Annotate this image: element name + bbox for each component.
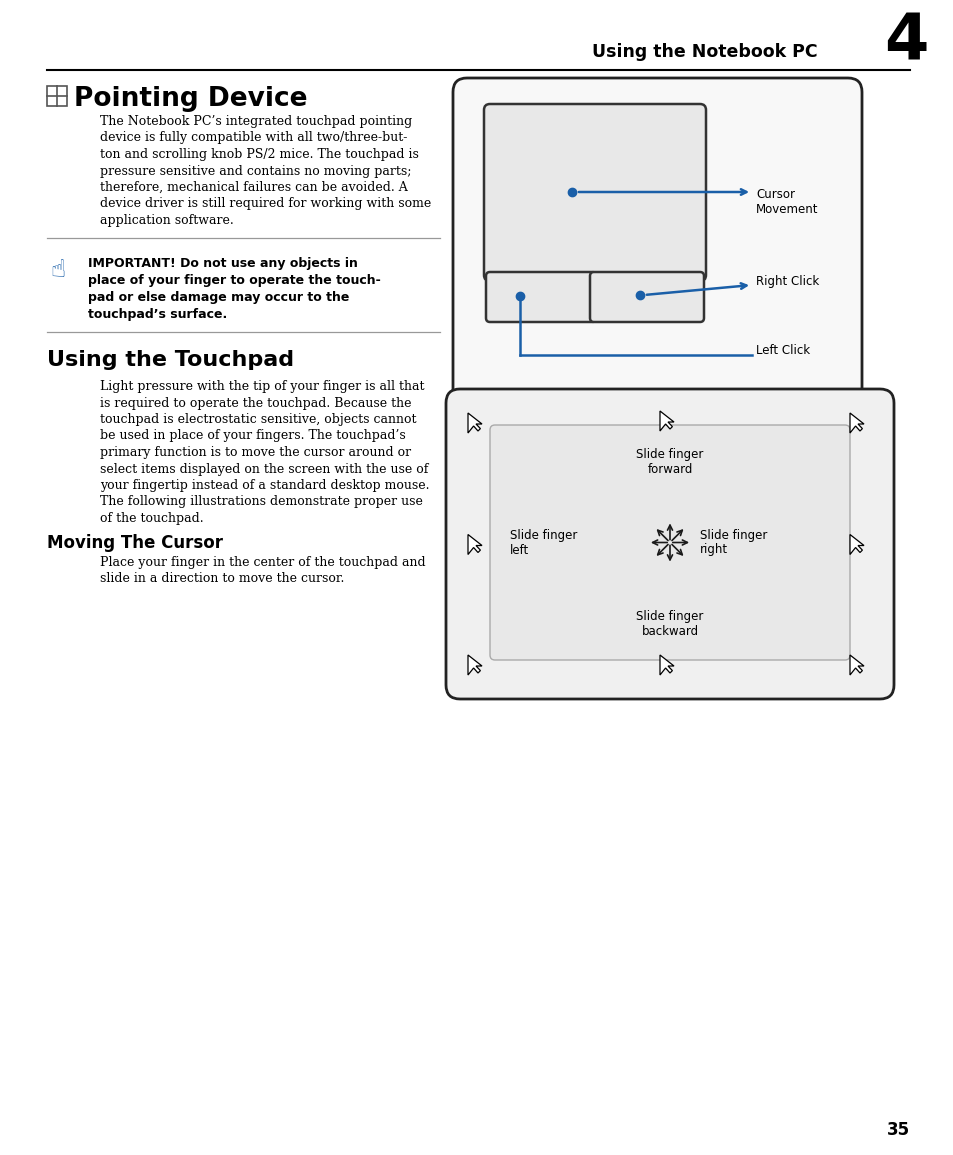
FancyBboxPatch shape [589, 271, 703, 322]
Polygon shape [468, 413, 481, 433]
Text: your fingertip instead of a standard desktop mouse.: your fingertip instead of a standard des… [100, 479, 429, 492]
Text: place of your finger to operate the touch-: place of your finger to operate the touc… [88, 274, 380, 286]
Text: Using the Notebook PC: Using the Notebook PC [592, 43, 817, 61]
FancyBboxPatch shape [490, 425, 849, 660]
Text: Slide finger
forward: Slide finger forward [636, 448, 703, 476]
Text: slide in a direction to move the cursor.: slide in a direction to move the cursor. [100, 573, 344, 586]
Text: Slide finger
left: Slide finger left [510, 529, 577, 557]
Text: ☝: ☝ [50, 258, 65, 282]
Polygon shape [849, 655, 863, 675]
FancyBboxPatch shape [446, 389, 893, 699]
Text: Slide finger
backward: Slide finger backward [636, 610, 703, 638]
Text: of the touchpad.: of the touchpad. [100, 512, 203, 526]
Text: Slide finger
right: Slide finger right [700, 529, 766, 557]
Text: primary function is to move the cursor around or: primary function is to move the cursor a… [100, 446, 411, 459]
Text: pad or else damage may occur to the: pad or else damage may occur to the [88, 291, 349, 304]
Text: device driver is still required for working with some: device driver is still required for work… [100, 198, 431, 210]
Text: touchpad’s surface.: touchpad’s surface. [88, 308, 227, 321]
Text: 35: 35 [886, 1122, 909, 1139]
Polygon shape [659, 655, 673, 675]
Polygon shape [659, 411, 673, 431]
Text: IMPORTANT! Do not use any objects in: IMPORTANT! Do not use any objects in [88, 258, 357, 270]
Polygon shape [849, 413, 863, 433]
Text: Right Click: Right Click [755, 275, 819, 288]
FancyBboxPatch shape [453, 79, 862, 404]
Text: 4: 4 [882, 12, 927, 73]
Text: Place your finger in the center of the touchpad and: Place your finger in the center of the t… [100, 556, 425, 569]
Polygon shape [849, 535, 863, 554]
Text: application software.: application software. [100, 214, 233, 228]
Text: be used in place of your fingers. The touchpad’s: be used in place of your fingers. The to… [100, 430, 405, 442]
Polygon shape [468, 655, 481, 675]
Polygon shape [468, 535, 481, 554]
Text: therefore, mechanical failures can be avoided. A: therefore, mechanical failures can be av… [100, 181, 407, 194]
Text: ton and scrolling knob PS/2 mice. The touchpad is: ton and scrolling knob PS/2 mice. The to… [100, 148, 418, 161]
Bar [47, 85, 67, 106]
Text: Pointing Device: Pointing Device [74, 85, 307, 112]
Text: The following illustrations demonstrate proper use: The following illustrations demonstrate … [100, 495, 422, 508]
FancyBboxPatch shape [485, 271, 596, 322]
Text: Cursor
Movement: Cursor Movement [755, 188, 818, 216]
Text: The Notebook PC’s integrated touchpad pointing: The Notebook PC’s integrated touchpad po… [100, 116, 412, 128]
Text: Light pressure with the tip of your finger is all that: Light pressure with the tip of your fing… [100, 380, 424, 393]
Text: Left Click: Left Click [755, 344, 809, 358]
Text: pressure sensitive and contains no moving parts;: pressure sensitive and contains no movin… [100, 164, 411, 178]
Text: is required to operate the touchpad. Because the: is required to operate the touchpad. Bec… [100, 396, 411, 410]
Text: Moving The Cursor: Moving The Cursor [47, 534, 223, 552]
FancyBboxPatch shape [483, 104, 705, 281]
Text: touchpad is electrostatic sensitive, objects cannot: touchpad is electrostatic sensitive, obj… [100, 413, 416, 426]
Text: device is fully compatible with all two/three-but-: device is fully compatible with all two/… [100, 132, 407, 144]
Text: select items displayed on the screen with the use of: select items displayed on the screen wit… [100, 462, 428, 476]
Text: Using the Touchpad: Using the Touchpad [47, 350, 294, 370]
